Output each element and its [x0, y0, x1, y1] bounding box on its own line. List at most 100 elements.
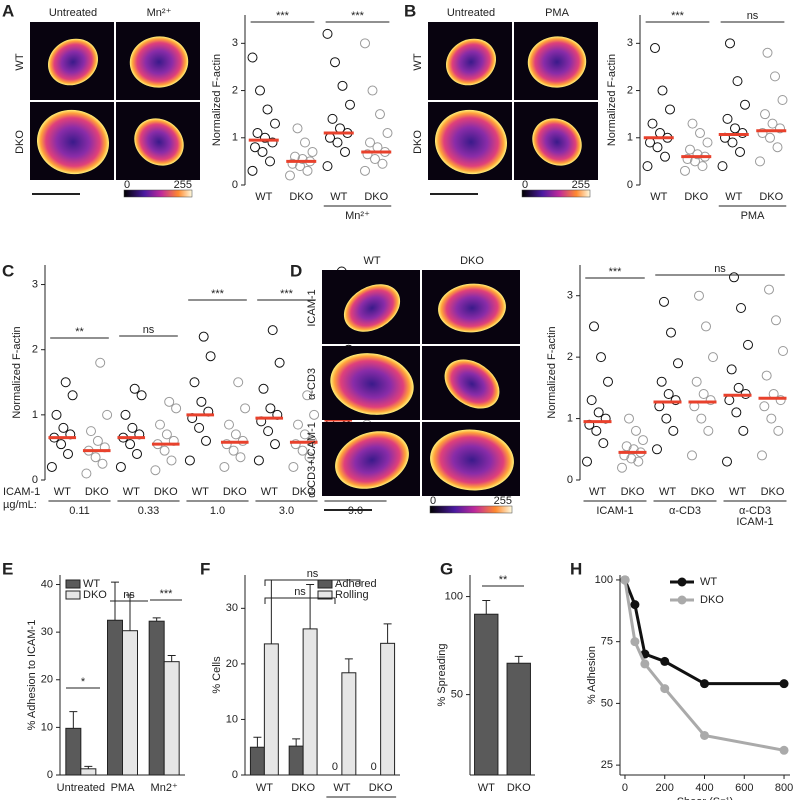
- group-label: ICAM-1: [736, 516, 773, 528]
- x-tick-label: WT: [659, 486, 676, 498]
- x-tick-label: 0: [622, 782, 628, 794]
- data-point: [221, 439, 232, 450]
- data-point: [660, 656, 670, 666]
- legend-marker: [677, 577, 687, 587]
- x-tick-label: WT: [123, 486, 140, 498]
- data-point: [685, 144, 695, 155]
- y-tick-label: 1: [232, 132, 238, 144]
- data-point: [620, 575, 630, 585]
- data-point: [724, 395, 735, 406]
- data-point: [125, 439, 136, 450]
- data-point: [740, 99, 750, 110]
- cell: [36, 109, 110, 175]
- error-bar: [482, 599, 491, 615]
- data-point: [132, 448, 142, 459]
- data-point: [638, 435, 648, 446]
- data-point: [696, 413, 707, 424]
- data-point: [90, 452, 101, 463]
- data-point: [656, 376, 667, 387]
- data-point: [775, 395, 786, 406]
- data-point: [779, 745, 789, 755]
- data-point: [322, 28, 333, 39]
- value-label: 0: [371, 761, 377, 773]
- data-point: [257, 146, 268, 157]
- y-tick-label: 0: [232, 179, 238, 191]
- column-label: Untreated: [49, 7, 97, 19]
- x-tick-label: WT: [192, 486, 209, 498]
- y-tick-label: 0: [47, 769, 53, 781]
- data-point: [46, 461, 57, 472]
- x-tick-label: 600: [735, 782, 753, 794]
- panel-label: A: [2, 1, 14, 20]
- x-tick-label: DKO: [85, 486, 109, 498]
- significance-label: **: [499, 574, 508, 586]
- data-point: [757, 128, 768, 139]
- data-point: [702, 137, 713, 148]
- data-point: [115, 461, 126, 472]
- data-point: [150, 465, 161, 476]
- x-tick-label: DKO: [223, 486, 247, 498]
- data-point: [102, 409, 113, 420]
- error-bar: [152, 617, 161, 622]
- error-bar: [514, 655, 523, 664]
- data-point: [253, 455, 264, 466]
- data-point: [697, 161, 708, 172]
- data-point: [129, 383, 140, 394]
- data-point: [586, 395, 597, 406]
- data-point: [224, 419, 234, 430]
- data-point: [701, 321, 711, 332]
- data-point: [764, 284, 774, 295]
- data-point: [290, 439, 301, 450]
- significance-label: ns: [123, 589, 135, 601]
- y-tick-label: 40: [41, 578, 53, 590]
- x-tick-label: PMA: [111, 782, 136, 794]
- group-label: ICAM-1: [596, 505, 633, 517]
- panel-label: F: [200, 559, 210, 578]
- column-label: WT: [363, 255, 380, 267]
- data-point: [81, 468, 92, 479]
- data-point: [127, 422, 138, 433]
- data-point: [198, 331, 209, 342]
- panel-label: B: [404, 1, 416, 20]
- data-point: [731, 407, 742, 418]
- data-point: [591, 425, 602, 436]
- column-label: PMA: [545, 7, 570, 19]
- legend-label: DKO: [83, 589, 107, 601]
- y-tick-label: 2: [32, 344, 38, 356]
- cell: [48, 38, 98, 86]
- y-tick-label: 3: [232, 37, 238, 49]
- data-point: [738, 425, 749, 436]
- legend-marker: [677, 595, 687, 605]
- significance-label: ns: [714, 263, 726, 275]
- x-tick-label: WT: [255, 191, 272, 203]
- data-point: [642, 161, 653, 172]
- data-point: [97, 458, 108, 469]
- x-tick-label: DKO: [291, 782, 315, 794]
- data-point: [265, 403, 276, 414]
- data-point: [665, 104, 675, 115]
- data-point: [778, 346, 788, 356]
- colorbar-label: 255: [494, 495, 512, 507]
- data-point: [703, 425, 714, 436]
- data-point: [596, 352, 606, 363]
- x-tick-label: DKO: [507, 782, 531, 794]
- panel-label: G: [440, 559, 453, 578]
- data-point: [255, 85, 265, 96]
- data-point: [582, 456, 592, 467]
- data-point: [687, 450, 697, 461]
- data-point: [263, 426, 274, 437]
- x-tick-label: 400: [695, 782, 713, 794]
- legend-swatch: [317, 579, 333, 589]
- legend-label: Rolling: [335, 589, 369, 601]
- y-tick-label: 1: [567, 412, 573, 424]
- data-point: [136, 390, 147, 401]
- significance-label: ***: [280, 288, 294, 300]
- bar: [474, 613, 499, 776]
- data-point: [603, 376, 613, 387]
- data-point: [300, 137, 310, 148]
- y-tick-label: 25: [601, 759, 613, 771]
- cell: [343, 284, 401, 332]
- data-point: [771, 315, 781, 326]
- data-point: [360, 165, 370, 176]
